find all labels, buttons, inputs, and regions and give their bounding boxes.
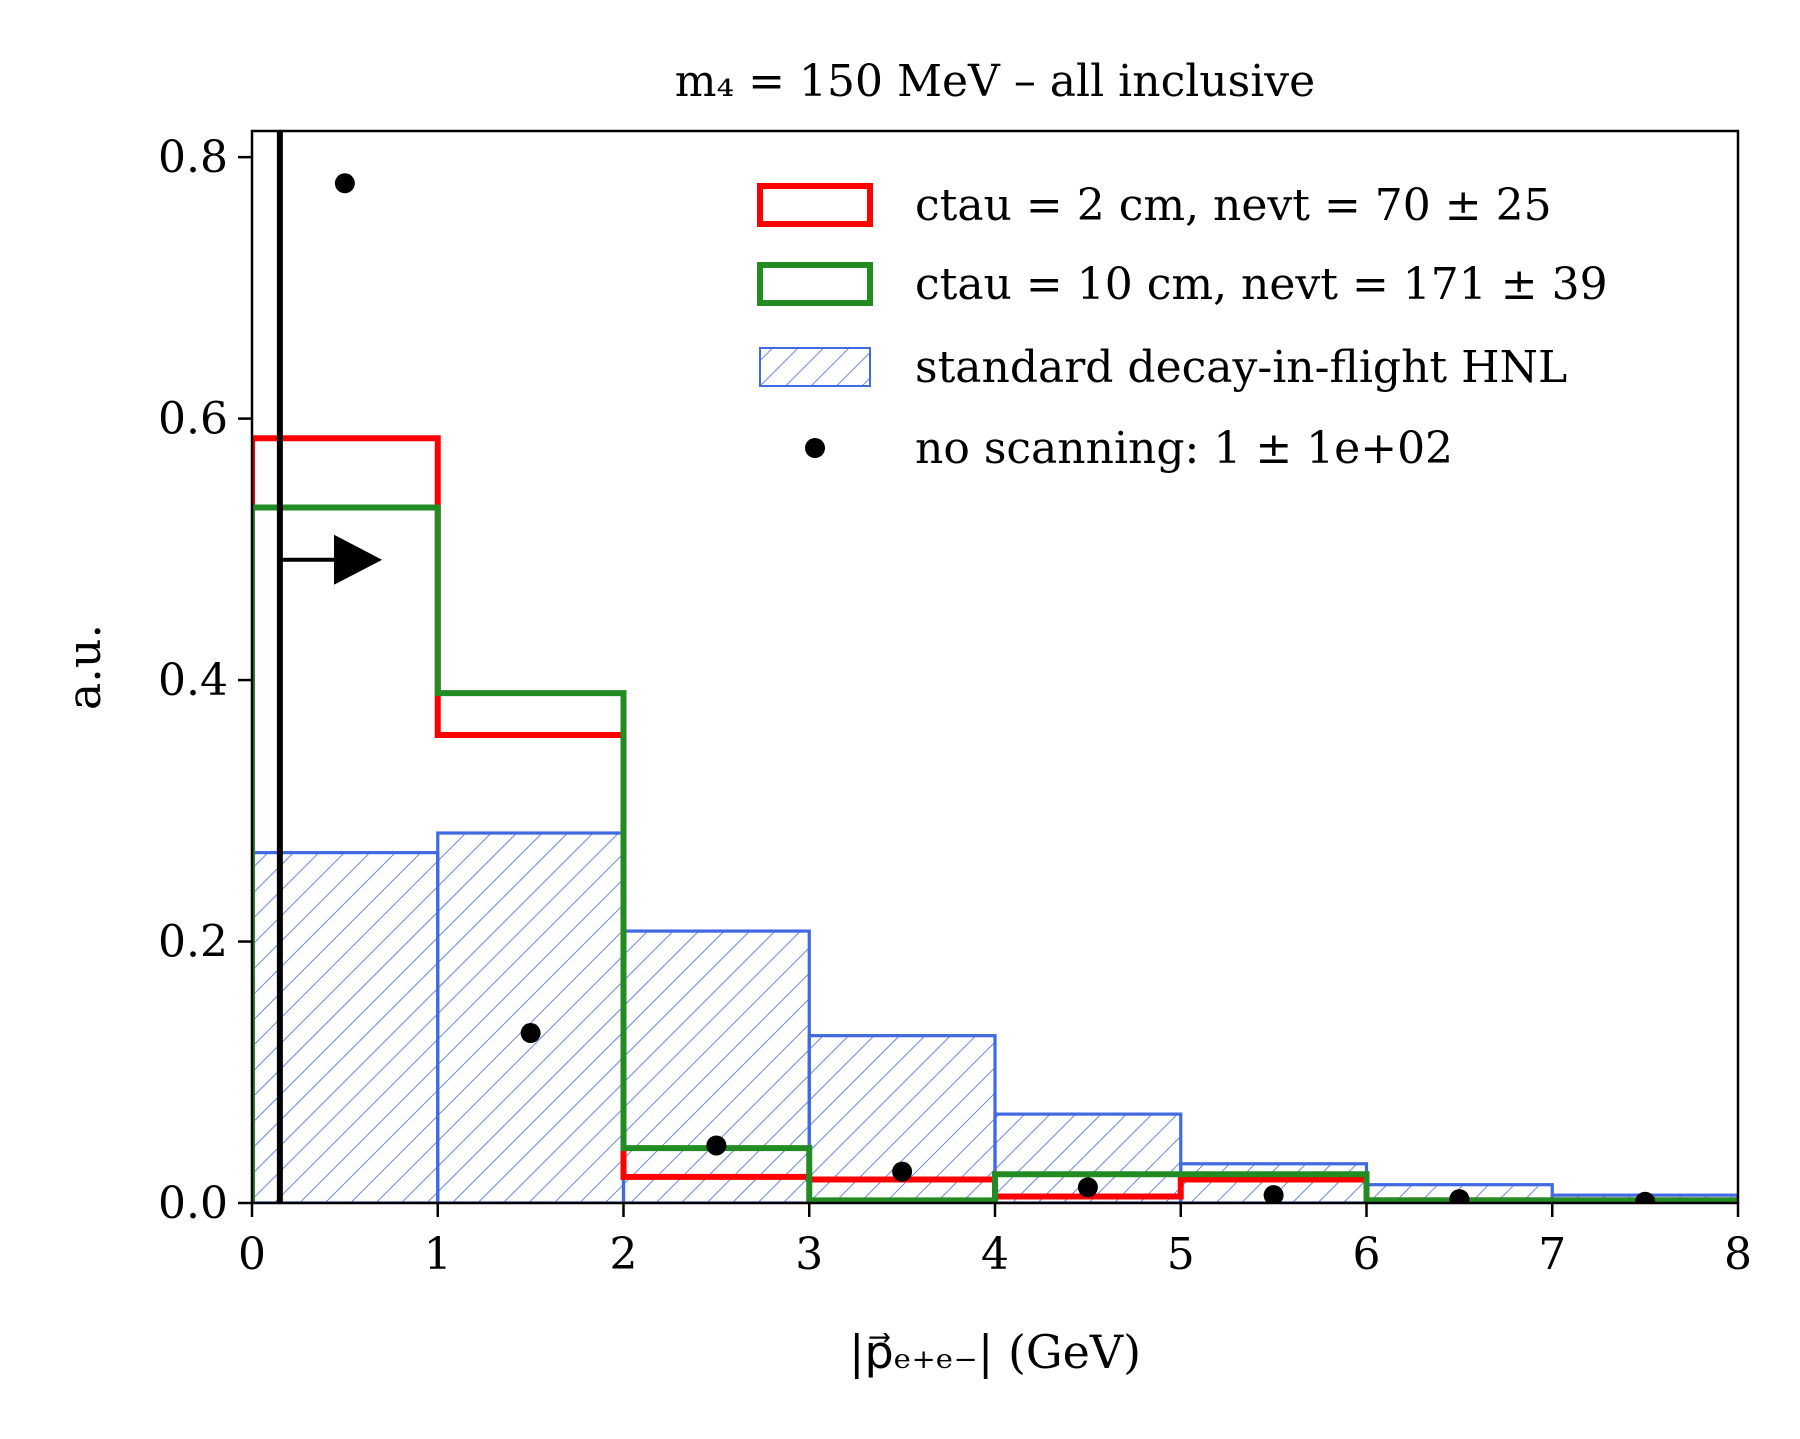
x-tick-label: 6 [1353, 1229, 1381, 1280]
x-tick-label: 8 [1724, 1229, 1752, 1280]
x-tick-label: 7 [1538, 1229, 1566, 1280]
plot-area [252, 131, 1738, 1203]
data-point [334, 173, 355, 194]
y-tick-label: 0.2 [158, 917, 228, 968]
x-tick-label: 4 [981, 1229, 1009, 1280]
hatched-bars-series [252, 831, 1738, 1203]
chart-title: m₄ = 150 MeV – all inclusive [675, 56, 1315, 107]
x-tick-label: 5 [1167, 1229, 1195, 1280]
legend-swatch [759, 347, 871, 387]
data-point [1635, 1191, 1656, 1203]
legend-swatch [805, 438, 825, 458]
y-tick-label: 0.8 [158, 132, 228, 183]
legend-swatch [757, 183, 873, 227]
y-tick-label: 0.6 [158, 394, 228, 445]
legend-label: ctau = 2 cm, nevt = 70 ± 25 [915, 180, 1552, 231]
x-tick-label: 2 [610, 1229, 638, 1280]
legend-swatch [757, 262, 873, 306]
data-point [706, 1135, 727, 1156]
legend: ctau = 2 cm, nevt = 70 ± 25 ctau = 10 cm,… [757, 180, 1608, 474]
legend-label: no scanning: 1 ± 1e+02 [915, 423, 1453, 474]
points-series [334, 173, 1656, 1203]
data-point [892, 1161, 913, 1182]
y-tick-label: 0.4 [158, 655, 228, 706]
data-point [1449, 1189, 1470, 1203]
arrow-head [334, 534, 383, 585]
legend-label: standard decay-in-flight HNL [915, 342, 1567, 393]
y-axis-ticks: 0.0 0.2 0.4 0.6 0.8 [158, 132, 252, 1229]
x-tick-label: 3 [795, 1229, 823, 1280]
x-axis-ticks: 0 1 2 3 4 5 6 7 8 [238, 1203, 1752, 1280]
x-axis-label: |p⃗ₑ₊ₑ₋| (GeV) [849, 1325, 1141, 1379]
data-point [520, 1023, 541, 1044]
y-axis-label: a.u. [57, 624, 111, 710]
data-point [1263, 1185, 1284, 1203]
x-tick-label: 1 [424, 1229, 452, 1280]
hatched-bar [621, 929, 811, 1203]
hatched-bar [436, 831, 626, 1203]
legend-label: ctau = 10 cm, nevt = 171 ± 39 [915, 259, 1608, 310]
y-tick-label: 0.0 [158, 1178, 228, 1229]
annotations [276, 131, 383, 1203]
data-point [1077, 1177, 1098, 1198]
x-tick-label: 0 [238, 1229, 266, 1280]
